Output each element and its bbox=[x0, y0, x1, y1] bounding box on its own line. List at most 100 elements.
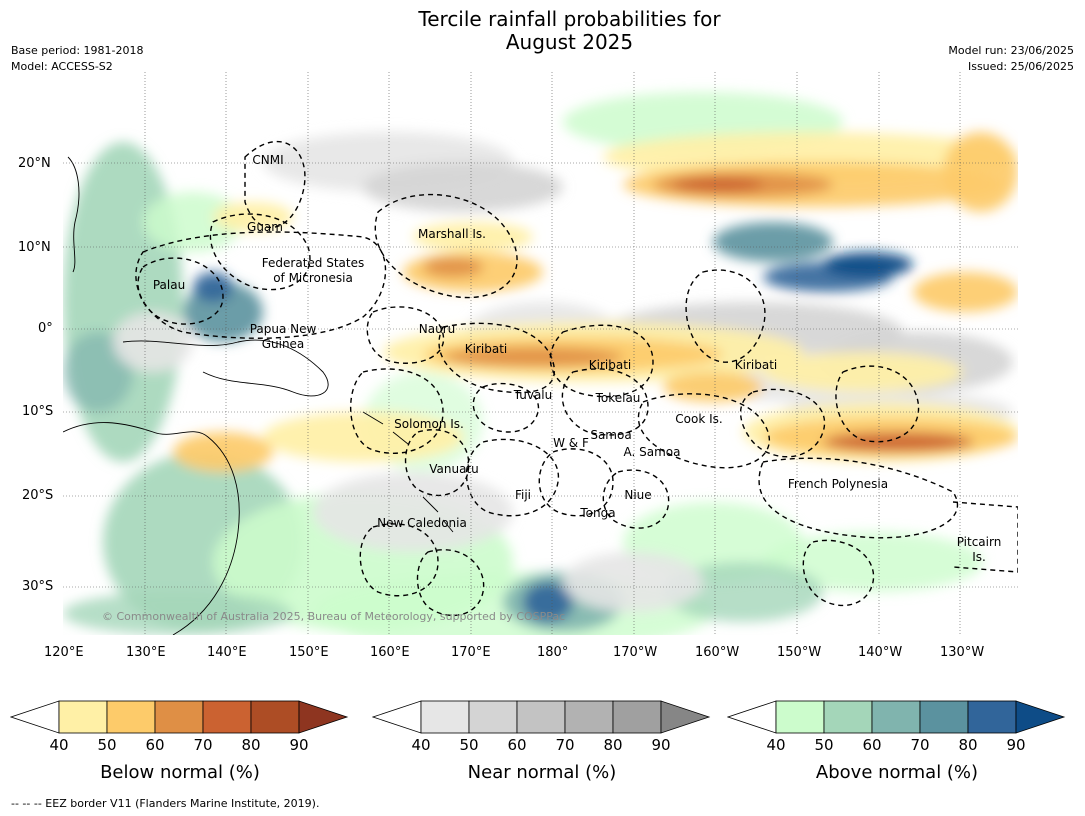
cb2-tick-80: 80 bbox=[958, 736, 978, 754]
cb0-tick-50: 50 bbox=[97, 736, 117, 754]
cb2-tick-90: 90 bbox=[1006, 736, 1026, 754]
above-normal-area bbox=[193, 272, 233, 302]
colorbar-segment bbox=[967, 700, 1017, 734]
above-normal-area bbox=[523, 582, 573, 622]
above-normal-area bbox=[823, 252, 913, 277]
cb2-tick-70: 70 bbox=[910, 736, 930, 754]
cb1-tick-90: 90 bbox=[651, 736, 671, 754]
below-normal-area bbox=[413, 222, 533, 252]
region-label-samoa: Samoa bbox=[590, 428, 632, 442]
colorbar-extension-high bbox=[298, 700, 349, 734]
region-label-png-line2: Guinea bbox=[261, 337, 305, 351]
cb2-tick-50: 50 bbox=[814, 736, 834, 754]
colorbar-segment bbox=[154, 700, 204, 734]
below-normal-area bbox=[673, 177, 763, 192]
lat-label-0: 0° bbox=[38, 321, 53, 336]
above-normal-area bbox=[63, 142, 183, 462]
model-name: Model: ACCESS-S2 bbox=[11, 60, 113, 73]
lon-label-140e: 140°E bbox=[207, 645, 247, 660]
lat-label-20n: 20°N bbox=[18, 156, 51, 171]
colorbar-label-below-normal: Below normal (%) bbox=[100, 762, 260, 783]
region-label-wallis-futuna: W & F bbox=[553, 436, 589, 450]
region-label-french-polynesia: French Polynesia bbox=[787, 477, 889, 491]
near-normal-area bbox=[313, 472, 513, 552]
below-normal-area bbox=[943, 132, 1018, 212]
lat-label-10s: 10°S bbox=[22, 404, 54, 419]
colorbar-segment bbox=[871, 700, 921, 734]
colorbar-segment bbox=[823, 700, 873, 734]
near-normal-area bbox=[113, 312, 193, 372]
above-normal-area bbox=[763, 532, 983, 592]
cb1-tick-40: 40 bbox=[411, 736, 431, 754]
region-label-cnmi: CNMI bbox=[252, 153, 284, 167]
cb0-tick-80: 80 bbox=[241, 736, 261, 754]
below-normal-area bbox=[823, 432, 973, 452]
cb1-tick-50: 50 bbox=[459, 736, 479, 754]
below-normal-area bbox=[423, 257, 483, 277]
colorbar-label-near-normal: Near normal (%) bbox=[467, 762, 617, 783]
colorbar-extension-high bbox=[660, 700, 711, 734]
colorbar-label-above-normal: Above normal (%) bbox=[815, 762, 979, 783]
region-label-kiribati-east: Kiribati bbox=[734, 358, 778, 372]
colorbar-segment bbox=[420, 700, 470, 734]
lon-label-130w: 130°W bbox=[940, 645, 985, 660]
chart-title-line2: August 2025 bbox=[505, 30, 634, 54]
colorbar-segment bbox=[250, 700, 300, 734]
below-normal-area bbox=[663, 372, 763, 402]
above-normal-area bbox=[713, 222, 833, 262]
colorbar-segment bbox=[775, 700, 825, 734]
lon-label-170e: 170°E bbox=[451, 645, 491, 660]
eez-borders bbox=[135, 140, 1018, 617]
below-normal-area bbox=[173, 432, 273, 472]
colorbar-extension-low bbox=[372, 700, 422, 734]
lon-label-160e: 160°E bbox=[370, 645, 410, 660]
region-label-solomon-islands: Solomon Is. bbox=[394, 417, 464, 431]
colorbar-extension-low bbox=[727, 700, 777, 734]
cb1-tick-80: 80 bbox=[603, 736, 623, 754]
colorbar-near-normal bbox=[372, 700, 711, 734]
lon-label-140w: 140°W bbox=[858, 645, 903, 660]
lon-label-170w: 170°W bbox=[613, 645, 658, 660]
below-normal-area bbox=[263, 412, 463, 462]
cb2-tick-60: 60 bbox=[862, 736, 882, 754]
lon-label-160w: 160°W bbox=[695, 645, 740, 660]
colorbar-segment bbox=[106, 700, 156, 734]
colorbar-below-normal bbox=[10, 700, 349, 734]
colorbar-segment bbox=[564, 700, 614, 734]
cb1-tick-60: 60 bbox=[507, 736, 527, 754]
colorbar-above-normal bbox=[727, 700, 1066, 734]
colorbar-extension-high bbox=[1015, 700, 1066, 734]
cb0-tick-70: 70 bbox=[193, 736, 213, 754]
lon-label-180: 180° bbox=[537, 645, 569, 660]
cb0-tick-60: 60 bbox=[145, 736, 165, 754]
coastlines bbox=[63, 156, 454, 635]
region-label-tokelau: Tokelau bbox=[595, 391, 641, 405]
region-label-new-caledonia: New Caledonia bbox=[377, 516, 467, 530]
copyright-notice: © Commonwealth of Australia 2025, Bureau… bbox=[102, 610, 566, 623]
rainfall-probability-map bbox=[63, 72, 1018, 635]
region-label-palau: Palau bbox=[152, 278, 186, 292]
cb0-tick-90: 90 bbox=[289, 736, 309, 754]
lat-label-10n: 10°N bbox=[18, 240, 51, 255]
region-label-american-samoa: A. Samoa bbox=[623, 445, 681, 459]
region-label-vanuatu: Vanuatu bbox=[429, 462, 479, 476]
above-normal-area bbox=[143, 192, 243, 252]
lon-label-130e: 130°E bbox=[126, 645, 166, 660]
lat-label-30s: 30°S bbox=[22, 579, 54, 594]
colorbar-extension-low bbox=[10, 700, 60, 734]
cb1-tick-70: 70 bbox=[555, 736, 575, 754]
region-label-fsm-line1: Federated States bbox=[261, 256, 365, 270]
map-canvas bbox=[63, 72, 1018, 635]
region-label-marshall-islands: Marshall Is. bbox=[418, 227, 486, 241]
region-label-fiji: Fiji bbox=[514, 488, 532, 502]
cb2-tick-40: 40 bbox=[766, 736, 786, 754]
chart-title-line1: Tercile rainfall probabilities for bbox=[418, 7, 721, 31]
base-period: Base period: 1981-2018 bbox=[11, 44, 144, 57]
lat-label-20s: 20°S bbox=[22, 488, 54, 503]
eez-footnote: -- -- -- EEZ border V11 (Flanders Marine… bbox=[11, 797, 320, 810]
lon-label-150w: 150°W bbox=[777, 645, 822, 660]
colorbar-segment bbox=[919, 700, 969, 734]
region-label-guam: Guam bbox=[247, 220, 283, 234]
region-label-png-line1: Papua New bbox=[249, 322, 317, 336]
region-label-cook-islands: Cook Is. bbox=[675, 412, 723, 426]
